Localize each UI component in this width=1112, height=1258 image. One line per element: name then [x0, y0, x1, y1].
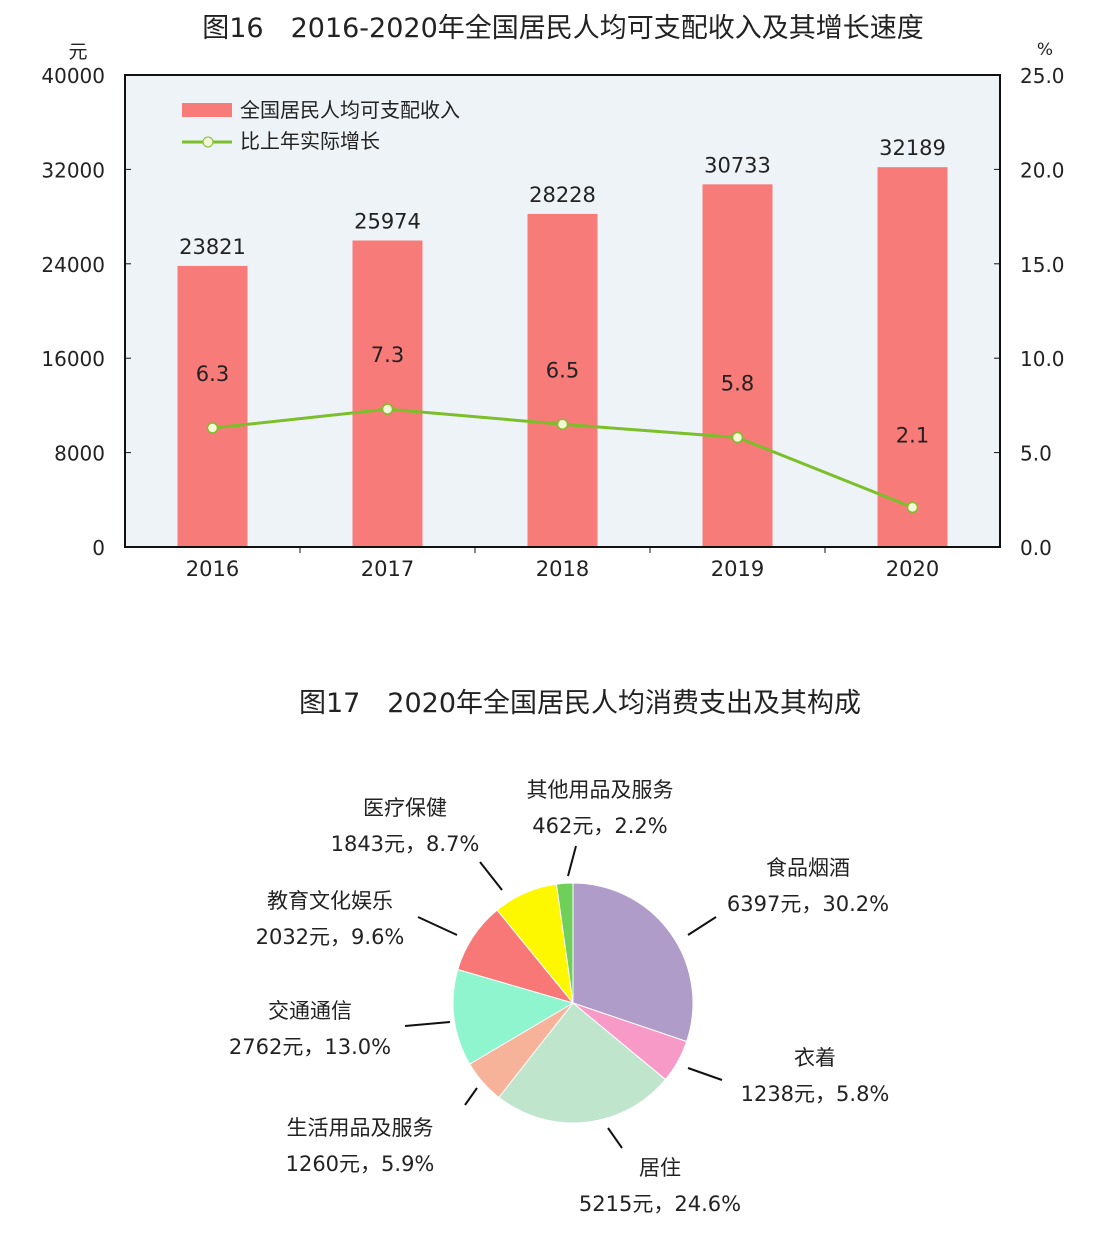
left-tick-label: 24000	[41, 253, 105, 277]
slice-value-label: 1260元，5.9%	[286, 1152, 435, 1176]
slice-value-label: 5215元，24.6%	[579, 1192, 741, 1216]
growth-point	[906, 501, 919, 514]
legend-bar-label: 全国居民人均可支配收入	[240, 98, 460, 122]
growth-value-label: 2.1	[896, 423, 929, 447]
bar-value-label: 28228	[529, 183, 596, 207]
right-tick-label: 0.0	[1020, 536, 1052, 560]
slice-value-label: 462元，2.2%	[532, 814, 667, 838]
bar-value-label: 25974	[354, 210, 421, 234]
bar	[877, 167, 948, 547]
slice-value-label: 2762元，13.0%	[229, 1035, 391, 1059]
right-tick-label: 15.0	[1020, 253, 1065, 277]
leader-line	[687, 1067, 723, 1081]
leader-line	[607, 1127, 623, 1149]
bar-value-label: 30733	[704, 153, 771, 177]
leader-line	[567, 845, 577, 877]
bar	[177, 265, 248, 547]
slice-name-label: 交通通信	[268, 999, 352, 1023]
slice-value-label: 1843元，8.7%	[331, 832, 480, 856]
pie-slice	[572, 882, 694, 1043]
leader-line	[464, 1087, 478, 1106]
right-axis-unit: %	[1037, 40, 1053, 60]
legend-bar-swatch	[182, 103, 232, 117]
growth-value-label: 7.3	[371, 343, 404, 367]
bar	[352, 240, 423, 547]
pie-slice	[498, 1002, 667, 1124]
growth-value-label: 6.5	[546, 358, 579, 382]
slice-name-label: 医疗保健	[363, 796, 447, 820]
x-tick-label: 2016	[186, 557, 239, 581]
left-tick-label: 8000	[54, 442, 105, 466]
bar-value-label: 32189	[879, 136, 946, 160]
pie-chart-title: 图17 2020年全国居民人均消费支出及其构成	[299, 688, 861, 719]
x-tick-label: 2018	[536, 557, 589, 581]
bar-chart-title: 图16 2016-2020年全国居民人均可支配收入及其增长速度	[202, 13, 924, 44]
pie-slice	[555, 882, 574, 1004]
legend-line-marker	[202, 136, 214, 148]
slice-name-label: 教育文化娱乐	[267, 889, 393, 913]
leader-line	[417, 916, 458, 936]
slice-name-label: 食品烟酒	[766, 856, 850, 880]
slice-name-label: 生活用品及服务	[287, 1116, 434, 1140]
growth-point	[556, 418, 569, 431]
leader-line	[479, 861, 503, 891]
growth-value-label: 6.3	[196, 362, 229, 386]
right-tick-label: 5.0	[1020, 442, 1052, 466]
x-tick-label: 2020	[886, 557, 939, 581]
x-tick-label: 2019	[711, 557, 764, 581]
growth-point	[206, 422, 219, 434]
bar	[527, 213, 598, 547]
legend-line-label: 比上年实际增长	[240, 129, 380, 153]
slice-value-label: 1238元，5.8%	[741, 1082, 890, 1106]
growth-point	[381, 403, 394, 415]
pie-slice	[452, 968, 575, 1065]
right-tick-label: 20.0	[1020, 158, 1065, 182]
slice-name-label: 其他用品及服务	[527, 778, 674, 802]
leader-line	[687, 916, 717, 936]
left-tick-label: 0	[92, 536, 105, 560]
right-tick-label: 10.0	[1020, 347, 1065, 371]
slice-name-label: 衣着	[794, 1046, 836, 1070]
growth-point	[731, 431, 744, 444]
left-axis-unit: 元	[68, 41, 87, 63]
leader-line	[404, 1021, 451, 1027]
bar	[702, 184, 773, 548]
bar-value-label: 23821	[179, 235, 246, 259]
slice-value-label: 6397元，30.2%	[727, 892, 889, 916]
growth-value-label: 5.8	[721, 371, 754, 395]
left-tick-label: 16000	[41, 347, 105, 371]
slice-value-label: 2032元，9.6%	[256, 925, 405, 949]
right-tick-label: 25.0	[1020, 64, 1065, 88]
left-tick-label: 32000	[41, 158, 105, 182]
slice-name-label: 居住	[639, 1156, 681, 1180]
x-tick-label: 2017	[361, 557, 414, 581]
left-tick-label: 40000	[41, 64, 105, 88]
